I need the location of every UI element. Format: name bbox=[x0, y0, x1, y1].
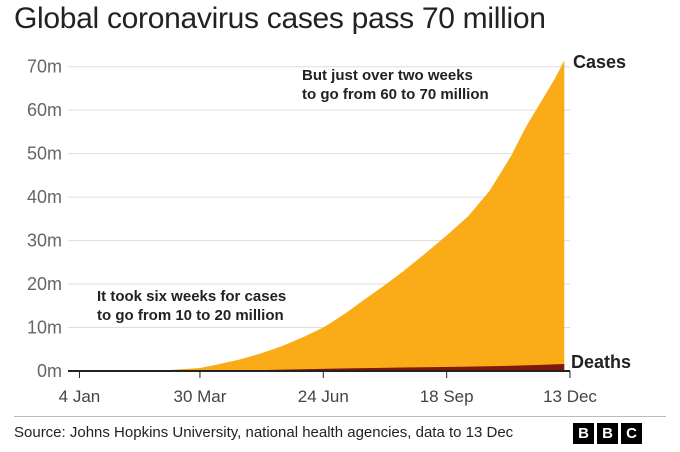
bbc-logo-letter-3: C bbox=[621, 423, 642, 444]
y-tick-label: 0m bbox=[37, 361, 62, 381]
annotation-line: to go from 60 to 70 million bbox=[302, 86, 489, 103]
y-tick-label: 20m bbox=[27, 274, 62, 294]
x-tick-label: 18 Sep bbox=[420, 387, 474, 406]
y-tick-label: 30m bbox=[27, 231, 62, 251]
series-label-deaths: Deaths bbox=[571, 352, 631, 372]
chart: 0m 10m 20m 30m 40m 50m 60m 70m 4 Jan 30 Mar 24 Jun… bbox=[27, 52, 631, 406]
x-tick-label: 13 Dec bbox=[543, 387, 597, 406]
x-tick-label: 30 Mar bbox=[173, 387, 226, 406]
annotation-line: But just over two weeks bbox=[302, 67, 473, 84]
y-tick-label: 40m bbox=[27, 187, 62, 207]
series-label-cases: Cases bbox=[573, 52, 626, 72]
x-tick-label: 4 Jan bbox=[59, 387, 101, 406]
y-tick-label: 50m bbox=[27, 144, 62, 164]
bbc-logo-letter-2: B bbox=[597, 423, 618, 444]
series-area-cases bbox=[73, 60, 565, 371]
series-area-deaths bbox=[73, 364, 565, 371]
x-tick-label: 24 Jun bbox=[298, 387, 349, 406]
annotation-line: It took six weeks for cases bbox=[97, 288, 286, 305]
footer-divider bbox=[14, 416, 666, 417]
y-tick-label: 60m bbox=[27, 100, 62, 120]
y-tick-label: 70m bbox=[27, 57, 62, 77]
chart-title: Global coronavirus cases pass 70 million bbox=[14, 2, 546, 35]
y-tick-label: 10m bbox=[27, 318, 62, 338]
bbc-logo: B B C bbox=[573, 423, 642, 444]
bbc-logo-letter-1: B bbox=[573, 423, 594, 444]
annotation-line: to go from 10 to 20 million bbox=[97, 307, 284, 324]
source-note: Source: Johns Hopkins University, nation… bbox=[14, 424, 514, 441]
